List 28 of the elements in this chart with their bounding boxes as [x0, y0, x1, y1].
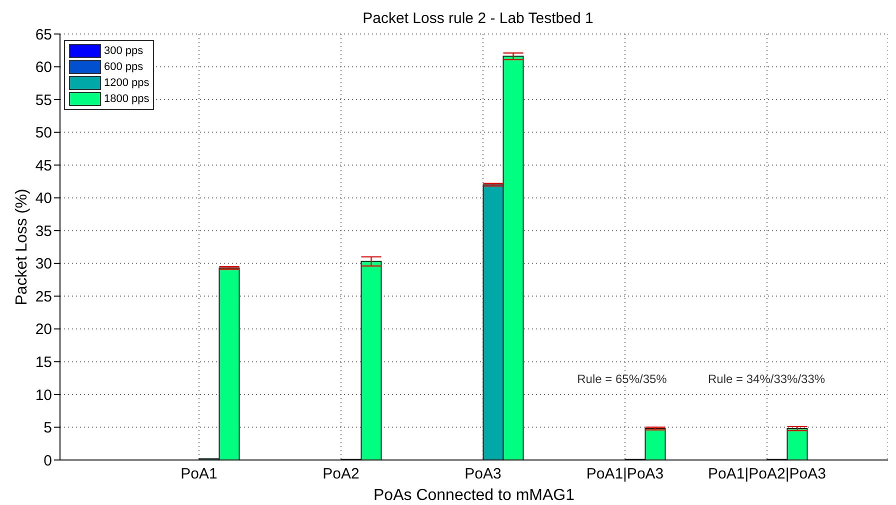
legend-label: 1800 pps — [104, 93, 150, 105]
x-tick-label: PoA1 — [180, 466, 218, 483]
y-tick-label: 25 — [35, 288, 52, 306]
y-tick-label: 40 — [35, 190, 52, 208]
y-tick-label: 65 — [35, 26, 52, 44]
y-tick-label: 15 — [35, 354, 52, 372]
y-tick-label: 10 — [35, 386, 52, 404]
y-tick-label: 35 — [35, 222, 52, 240]
legend-label: 300 pps — [104, 45, 144, 57]
x-tick-label: PoA2 — [322, 466, 360, 483]
legend-label: 1200 pps — [104, 77, 150, 89]
y-tick-label: 0 — [44, 452, 52, 470]
x-axis-title: PoAs Connected to mMAG1 — [374, 487, 575, 504]
x-tick-label: PoA1|PoA3 — [586, 466, 664, 483]
y-tick-label: 45 — [35, 157, 52, 174]
legend-label: 600 pps — [104, 61, 144, 73]
y-tick-label: 50 — [35, 124, 52, 142]
y-tick-label: 60 — [35, 59, 52, 76]
y-axis-title: Packet Loss (%) — [14, 188, 30, 306]
x-tick-label: PoA1|PoA2|PoA3 — [708, 466, 826, 483]
chart-title: Packet Loss rule 2 - Lab Testbed 1 — [362, 10, 594, 27]
annotation: Rule = 65%/35% — [576, 372, 668, 386]
y-tick-label: 30 — [35, 256, 52, 273]
y-tick-label: 20 — [35, 321, 52, 338]
annotation: Rule = 34%/33%/33% — [708, 372, 826, 386]
y-tick-label: 55 — [35, 92, 52, 109]
y-tick-label: 5 — [44, 420, 52, 437]
x-tick-label: PoA3 — [464, 466, 502, 483]
